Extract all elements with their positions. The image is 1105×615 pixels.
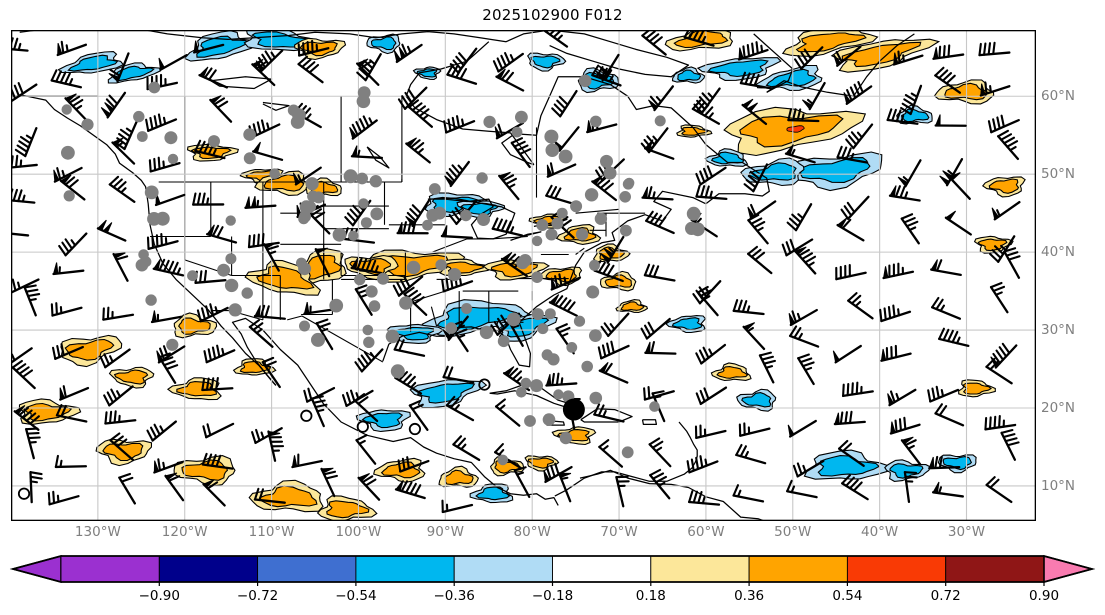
colorbar-tick-label: −0.72 <box>236 588 279 604</box>
map-frame <box>11 30 1036 521</box>
colorbar-over-arrow <box>1043 554 1096 584</box>
colorbar-tick-label: 0.18 <box>635 588 666 604</box>
colorbar-tick-label: −0.90 <box>138 588 180 604</box>
lon-tick-label: 110°W <box>248 524 295 540</box>
colorbar-segment <box>650 555 750 583</box>
lat-tick-label: 60°N <box>1041 88 1076 105</box>
colorbar-segment <box>257 555 357 583</box>
wind-barb-layer <box>11 30 1021 514</box>
colorbar-segment <box>748 555 848 583</box>
lon-tick-label: 30°W <box>947 524 986 540</box>
lon-tick-label: 70°W <box>600 524 638 540</box>
lon-tick-label: 40°W <box>861 524 899 540</box>
map-panel[interactable] <box>11 30 1036 521</box>
lon-tick-label: 90°W <box>426 524 464 540</box>
station-marker-layer <box>17 74 705 500</box>
lon-tick-label: 120°W <box>161 524 208 540</box>
lat-tick-label: 20°N <box>1041 399 1076 416</box>
lon-tick-label: 50°W <box>774 524 812 540</box>
colorbar-tick-label: −0.54 <box>335 588 377 604</box>
map-canvas[interactable] <box>11 30 1036 521</box>
colorbar-tick-label: 0.36 <box>734 588 765 604</box>
gridline-layer <box>11 30 1036 521</box>
colorbar-swatches[interactable] <box>0 552 1105 586</box>
longitude-axis: 130°W 120°W 110°W 100°W 90°W 80°W 70°W 60°W 50°W… <box>11 524 1036 548</box>
colorbar-tick-label: 0.90 <box>1028 588 1060 604</box>
lon-tick-label: 80°W <box>513 524 551 540</box>
colorbar-tick-label: 0.54 <box>832 588 863 604</box>
lat-tick-label: 50°N <box>1041 166 1076 183</box>
colorbar-segment <box>846 555 947 583</box>
colorbar-under-arrow <box>9 554 62 584</box>
lon-tick-label: 60°W <box>687 524 725 540</box>
lon-tick-label: 130°W <box>74 524 121 540</box>
colorbar-tick-label: −0.36 <box>433 588 475 604</box>
colorbar-segment <box>552 555 652 583</box>
station-marker-max <box>562 398 585 421</box>
colorbar-segment <box>945 555 1045 583</box>
colorbar-segment <box>355 555 455 583</box>
lat-tick-label: 10°N <box>1041 477 1076 494</box>
colorbar-segment <box>158 555 259 583</box>
colorbar-segment <box>60 555 160 583</box>
colorbar-segment <box>453 555 553 583</box>
lat-tick-label: 40°N <box>1041 244 1076 261</box>
colorbar-tick-label: −0.18 <box>531 588 574 604</box>
page-title: 2025102900 F012 <box>482 6 623 24</box>
colorbar-tick-label: 0.72 <box>930 588 961 604</box>
latitude-axis: 60°N 50°N 40°N 30°N 20°N 10°N <box>1041 30 1105 521</box>
colorbar-outline <box>9 555 1096 583</box>
colorbar[interactable]: −0.90 −0.72 −0.54 −0.36 −0.18 0.18 0.36 0.54 0.7… <box>0 552 1105 612</box>
lat-tick-label: 30°N <box>1041 322 1076 339</box>
lon-tick-label: 100°W <box>335 524 382 540</box>
